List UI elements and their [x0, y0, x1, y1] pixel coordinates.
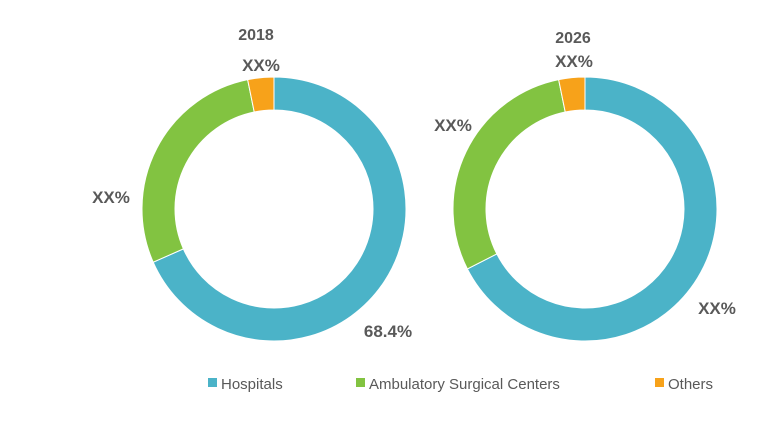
slice-others	[558, 76, 586, 113]
legend-swatch-hospitals	[208, 378, 217, 387]
legend-swatch-ambulatory-surgical-centers	[356, 378, 365, 387]
slice-hospitals	[152, 76, 407, 342]
chart-title: 2026	[555, 30, 591, 47]
slice-ambulatory-surgical-centers	[452, 79, 566, 270]
data-label-others: XX%	[242, 56, 280, 75]
data-label-hospitals: 68.4%	[364, 322, 412, 341]
legend-label-ambulatory-surgical-centers: Ambulatory Surgical Centers	[369, 376, 560, 393]
data-label-ambulatory-surgical-centers: XX%	[434, 116, 472, 135]
data-label-hospitals: XX%	[698, 299, 736, 318]
slice-ambulatory-surgical-centers	[141, 79, 255, 263]
slice-hospitals	[466, 76, 718, 342]
data-label-others: XX%	[555, 52, 593, 71]
data-label-ambulatory-surgical-centers: XX%	[92, 188, 130, 207]
legend-swatch-others	[655, 378, 664, 387]
donut-chart-2026: 2026 XX% XX% XX%	[434, 30, 736, 342]
chart-title: 2018	[238, 27, 274, 44]
donut-chart-2018: 2018 68.4% XX% XX%	[92, 27, 412, 342]
legend: Hospitals Ambulatory Surgical Centers Ot…	[208, 376, 713, 393]
slice-others	[247, 76, 275, 113]
legend-label-hospitals: Hospitals	[221, 376, 283, 393]
legend-label-others: Others	[668, 376, 713, 393]
